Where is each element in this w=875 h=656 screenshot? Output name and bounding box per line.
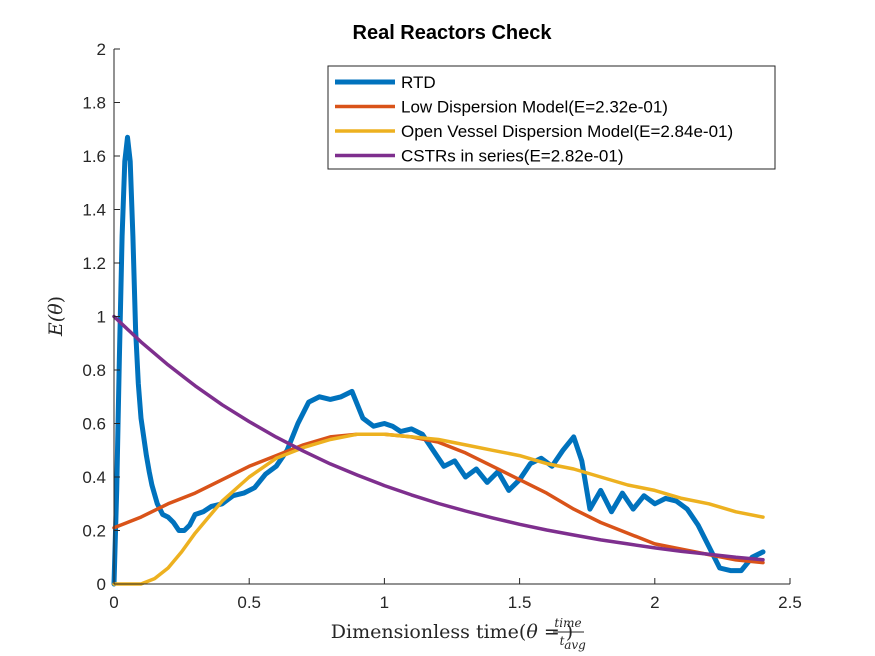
y-tick-label: 2 [97,40,106,59]
x-tick-label: 0 [109,593,118,612]
series-line-3 [112,314,765,562]
x-tick-label: 2 [650,593,659,612]
y-tick-label: 0.6 [82,415,106,434]
x-axis-label-eq: = [538,621,566,643]
y-tick-label: 1.6 [82,147,106,166]
x-tick-label: 0.5 [237,593,261,612]
x-axis-label-denominator: t [560,634,565,648]
y-tick-label: 0 [97,575,106,594]
chart-title: Real Reactors Check [353,22,553,44]
y-axis-label-suffix: ) [45,296,67,303]
series-line-1 [112,432,765,565]
x-axis-label-prefix: Dimensionless time( [331,621,527,643]
legend-label: Open Vessel Dispersion Model(E=2.84e-01) [401,122,733,141]
y-tick-label: 0.8 [82,361,106,380]
y-tick-label: 0.2 [82,522,106,541]
x-axis-label-numerator: time [554,616,581,630]
legend-label: RTD [401,73,436,92]
y-tick-label: 1.4 [82,201,106,220]
y-tick-label: 0.4 [82,468,106,487]
legend: RTD Low Dispersion Model(E=2.32e-01) Open … [327,65,776,170]
legend-box [327,65,776,170]
legend-label: CSTRs in series(E=2.82e-01) [401,147,624,166]
series-line-2 [112,432,765,586]
y-axis-label-prefix: E( [45,314,67,337]
x-axis-label-denominator-sub: avg [564,638,586,652]
legend-label: Low Dispersion Model(E=2.32e-01) [401,98,668,117]
y-axis-label: E(θ) [45,296,67,337]
y-axis-label-theta: θ [45,303,67,315]
y-tick-label: 1.2 [82,254,106,273]
x-axis-label: Dimensionless time(θ = ) [331,621,573,643]
x-tick-label: 2.5 [778,593,802,612]
y-tick-label: 1 [97,308,106,327]
series-line-0 [111,134,766,587]
ticks-layer: 0 0.5 1 1.5 2 2.5 0 0.2 0.4 0.6 0.8 1 1.2 1.4 1.6 1.8 2 [82,40,801,612]
series-layer [111,134,766,587]
x-tick-label: 1 [380,593,389,612]
x-axis-label-theta: θ [526,621,538,643]
x-tick-label: 1.5 [508,593,532,612]
y-tick-label: 1.8 [82,94,106,113]
x-axis-label-fraction: time t avg [553,616,586,652]
